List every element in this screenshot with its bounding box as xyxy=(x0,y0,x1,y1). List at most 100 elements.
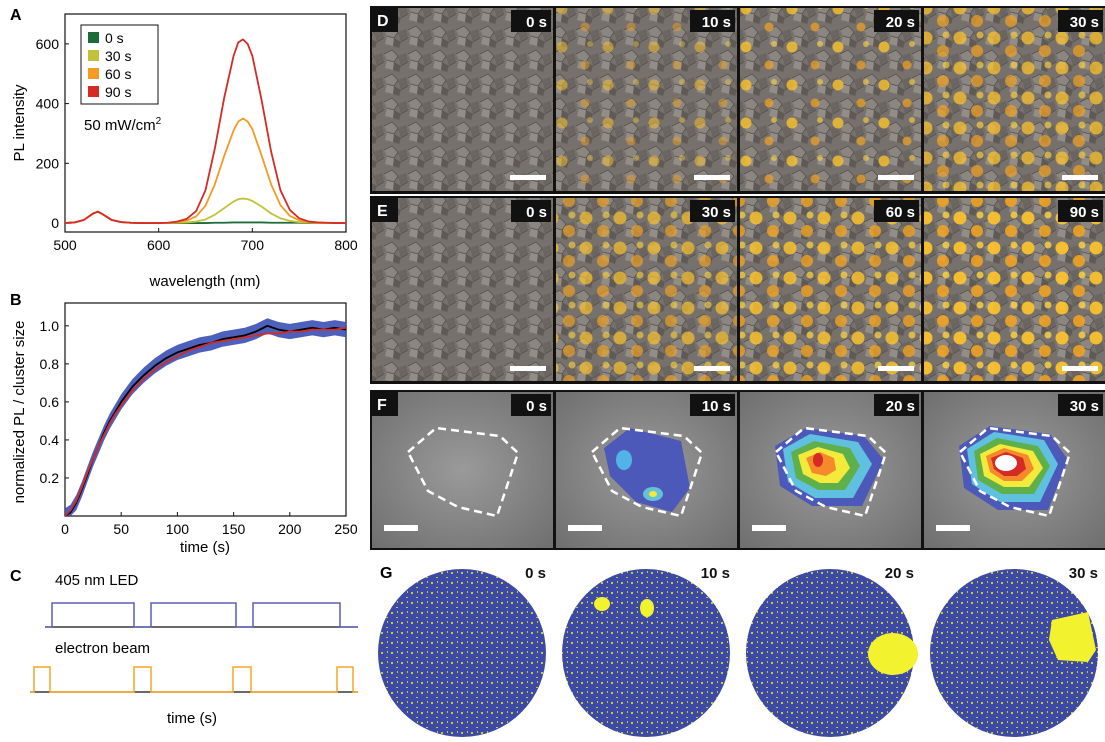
g-time-4: 30 s xyxy=(1069,565,1098,582)
e-scale-bar-3 xyxy=(878,366,914,371)
chart-b-xtick-label-2: 100 xyxy=(166,521,190,537)
timing-xlabel: time (s) xyxy=(167,710,217,727)
beam-pulses xyxy=(30,666,358,693)
row-f: F 0 s 10 s 20 s 30 s xyxy=(370,390,1105,550)
g-cluster-2a xyxy=(594,597,610,611)
d-scale-bar-3 xyxy=(878,175,914,180)
chart-a-xtick-label-1: 600 xyxy=(147,237,171,253)
panel-label-a: A xyxy=(10,7,22,24)
panel-label-b: B xyxy=(10,292,22,309)
chart-b-xlabel: time (s) xyxy=(180,539,230,556)
f-time-1: 0 s xyxy=(526,398,547,415)
legend-label-0: 0 s xyxy=(105,30,124,46)
chart-b-frame xyxy=(64,302,347,517)
chart-a-ytick-label-0: 0 xyxy=(51,215,59,231)
chart-a-xtick-label-2: 700 xyxy=(241,237,265,253)
d-scale-bar-1 xyxy=(510,175,546,180)
d-frame-2-glow xyxy=(556,8,737,191)
led-label: 405 nm LED xyxy=(55,572,139,589)
g-cluster-3 xyxy=(868,633,918,675)
e-time-2: 30 s xyxy=(702,204,731,221)
d-frame-4-glow xyxy=(924,8,1105,191)
legend-swatch-3 xyxy=(88,86,99,97)
chart-b-ytick-label-4: 1.0 xyxy=(40,318,60,334)
legend-label-3: 90 s xyxy=(105,84,131,100)
legend-label-2: 60 s xyxy=(105,66,131,82)
d-frame-1 xyxy=(372,8,553,191)
e-time-1: 0 s xyxy=(526,204,547,221)
panel-label-f: F xyxy=(377,397,387,414)
chart-a-ytick-label-3: 600 xyxy=(36,36,60,52)
e-time-4: 90 s xyxy=(1070,204,1099,221)
chart-a-legend: 0 s 30 s 60 s 90 s xyxy=(80,24,159,105)
chart-a-ytick-label-2: 400 xyxy=(36,96,60,112)
f-outline-3 xyxy=(774,426,888,518)
f-time-2: 10 s xyxy=(702,398,731,415)
e-scale-bar-2 xyxy=(694,366,730,371)
chart-a-ytick-label-1: 200 xyxy=(36,155,60,171)
f-time-4: 30 s xyxy=(1070,398,1099,415)
panel-label-g: G xyxy=(380,565,392,582)
legend-swatch-1 xyxy=(88,50,99,61)
chart-a: 500 600 700 800 0 200 400 600 0 s 30 s 60 s 90 s 5… xyxy=(11,13,358,290)
timing-diagram: 405 nm LED electron beam time (s) xyxy=(30,572,358,727)
d-time-3: 20 s xyxy=(886,14,915,31)
chart-a-ylabel: PL intensity xyxy=(11,84,28,161)
e-scale-bar-1 xyxy=(510,366,546,371)
g-disk-2 xyxy=(562,569,730,737)
chart-a-xlabel: wavelength (nm) xyxy=(149,273,261,290)
f-outline-4 xyxy=(958,426,1072,518)
g-disk-3 xyxy=(746,569,914,737)
chart-b-error-band xyxy=(65,318,346,516)
chart-a-annotation: 50 mW/cm2 xyxy=(84,116,162,134)
g-disk-4 xyxy=(930,569,1098,737)
g-cluster-2b xyxy=(640,599,654,617)
row-e: E 0 s 30 s 60 s 90 s xyxy=(370,196,1105,384)
panel-label-c: C xyxy=(10,568,22,585)
led-pulses xyxy=(45,602,358,628)
f-scale-bar-1 xyxy=(384,525,418,531)
chart-b-xtick-label-0: 0 xyxy=(61,521,69,537)
chart-a-xtick-label-0: 500 xyxy=(53,237,77,253)
chart-b-ytick-label-1: 0.4 xyxy=(40,432,60,448)
chart-a-series-3 xyxy=(65,38,346,224)
chart-a-xtick-label-3: 800 xyxy=(334,237,358,253)
f-cluster-4 xyxy=(959,426,1068,510)
e-scale-bar-4 xyxy=(1062,366,1098,371)
legend-label-1: 30 s xyxy=(105,48,131,64)
row-g: G 0 s 10 s 20 s 30 s xyxy=(378,565,1098,737)
f-time-3: 20 s xyxy=(886,398,915,415)
chart-b-xtick-label-1: 50 xyxy=(113,521,129,537)
f-scale-bar-3 xyxy=(752,525,786,531)
e-frame-1 xyxy=(372,198,553,381)
d-scale-bar-4 xyxy=(1062,175,1098,180)
e-frame-2-glow xyxy=(556,198,737,381)
chart-b-xtick-label-4: 200 xyxy=(278,521,302,537)
d-time-1: 0 s xyxy=(526,14,547,31)
d-scale-bar-2 xyxy=(694,175,730,180)
f-outline-2 xyxy=(590,426,704,518)
f-outline-1 xyxy=(406,426,520,518)
panel-label-e: E xyxy=(377,203,388,220)
g-disk-1 xyxy=(378,569,546,737)
f-cluster-2 xyxy=(604,428,690,512)
chart-b-ylabel: normalized PL / cluster size xyxy=(11,321,28,504)
d-frame-3-glow xyxy=(740,8,921,191)
chart-b-ytick-label-3: 0.8 xyxy=(40,356,60,372)
chart-b-ytick-label-0: 0.2 xyxy=(40,470,60,486)
d-time-4: 30 s xyxy=(1070,14,1099,31)
chart-b-xtick-label-3: 150 xyxy=(222,521,246,537)
f-scale-bar-2 xyxy=(568,525,602,531)
chart-b-series-1 xyxy=(65,326,346,516)
e-frame-4-glow xyxy=(924,198,1105,381)
chart-a-frame xyxy=(64,13,347,233)
legend-swatch-2 xyxy=(88,68,99,79)
chart-b-xtick-label-5: 250 xyxy=(334,521,358,537)
e-time-3: 60 s xyxy=(886,204,915,221)
g-time-3: 20 s xyxy=(885,565,914,582)
legend-swatch-0 xyxy=(88,32,99,43)
g-time-2: 10 s xyxy=(701,565,730,582)
f-scale-bar-4 xyxy=(936,525,970,531)
chart-a-series-2 xyxy=(65,117,346,224)
